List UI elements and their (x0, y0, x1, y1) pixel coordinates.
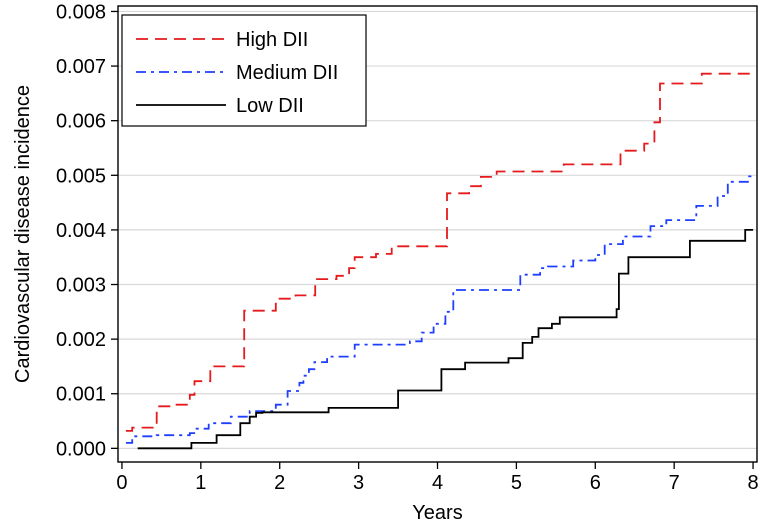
series-line-3 (137, 229, 754, 450)
x-axis-label: Years (412, 502, 462, 523)
x-tick-label: 3 (353, 472, 364, 494)
x-axis: 0 1 2 3 4 5 6 7 8 (116, 462, 759, 494)
x-tick-label: 8 (747, 472, 758, 494)
y-tick-label: 0.003 (56, 275, 106, 297)
y-tick-label: 0.008 (56, 1, 106, 23)
legend-label: Medium DII (236, 62, 338, 84)
legend-box (121, 14, 367, 127)
x-tick-label: 0 (116, 472, 127, 494)
y-axis-label: Cardiovascular disease incidence (12, 85, 34, 383)
legend-label: High DII (236, 29, 308, 51)
series-line-1 (125, 72, 754, 432)
x-tick-label: 2 (274, 472, 285, 494)
x-tick-label: 6 (590, 472, 601, 494)
x-tick-label: 4 (432, 472, 443, 494)
y-tick-label: 0.000 (56, 438, 106, 460)
y-tick-label: 0.007 (56, 56, 106, 78)
legend: High DII Medium DII Low DII (121, 14, 367, 127)
x-tick-label: 1 (195, 472, 206, 494)
y-tick-label: 0.005 (56, 165, 106, 187)
x-tick-label: 5 (511, 472, 522, 494)
series-line-2 (125, 175, 754, 444)
y-tick-label: 0.006 (56, 111, 106, 133)
y-tick-label: 0.002 (56, 329, 106, 351)
legend-label: Low DII (236, 95, 304, 117)
y-tick-label: 0.004 (56, 220, 106, 242)
series-lines (125, 72, 754, 450)
x-tick-label: 7 (669, 472, 680, 494)
y-tick-label: 0.001 (56, 384, 106, 406)
y-axis: 0.000 0.001 0.002 0.003 0.004 0.005 0.006 0.007… (56, 1, 118, 460)
